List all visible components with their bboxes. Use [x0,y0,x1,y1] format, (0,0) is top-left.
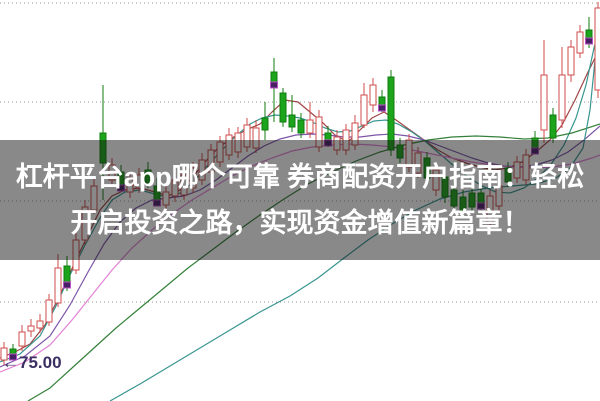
candle-body [540,74,548,131]
price-marker-label: ←75.00 [2,353,62,372]
candle-body [288,114,296,128]
candle-body [261,117,269,131]
banner-line1: 杠杆平台app哪个可靠 券商配资开户指南：轻松 [15,162,585,192]
banner-line2: 开启投资之路，实现资金增值新篇章！ [70,208,530,238]
candle-body [36,320,44,329]
candle-marker [585,37,593,45]
candle-body [567,46,575,76]
candle-body [378,96,386,106]
candle-body [324,132,332,141]
candle-marker [9,353,17,361]
candle-body [306,119,314,134]
candle-body [297,119,305,134]
candle-body [585,29,593,39]
candle-body [54,267,62,304]
candle-body [63,265,71,283]
candle-body [18,331,26,347]
candle-body [360,94,368,126]
candle-body [0,347,8,361]
candle-body [594,7,600,91]
candle-marker [63,281,71,289]
candle-body [45,299,53,323]
candle-body [576,31,584,54]
candle-body [558,74,566,121]
candle-body [549,114,557,139]
overlay-banner: 杠杆平台app哪个可靠 券商配资开户指南：轻松 开启投资之路，实现资金增值新篇章… [0,140,600,260]
candle-marker [378,104,386,112]
candle-body [279,92,287,123]
candle-body [27,325,35,332]
candle-body [369,84,377,106]
candle-body [270,71,278,83]
candle-marker [270,81,278,89]
